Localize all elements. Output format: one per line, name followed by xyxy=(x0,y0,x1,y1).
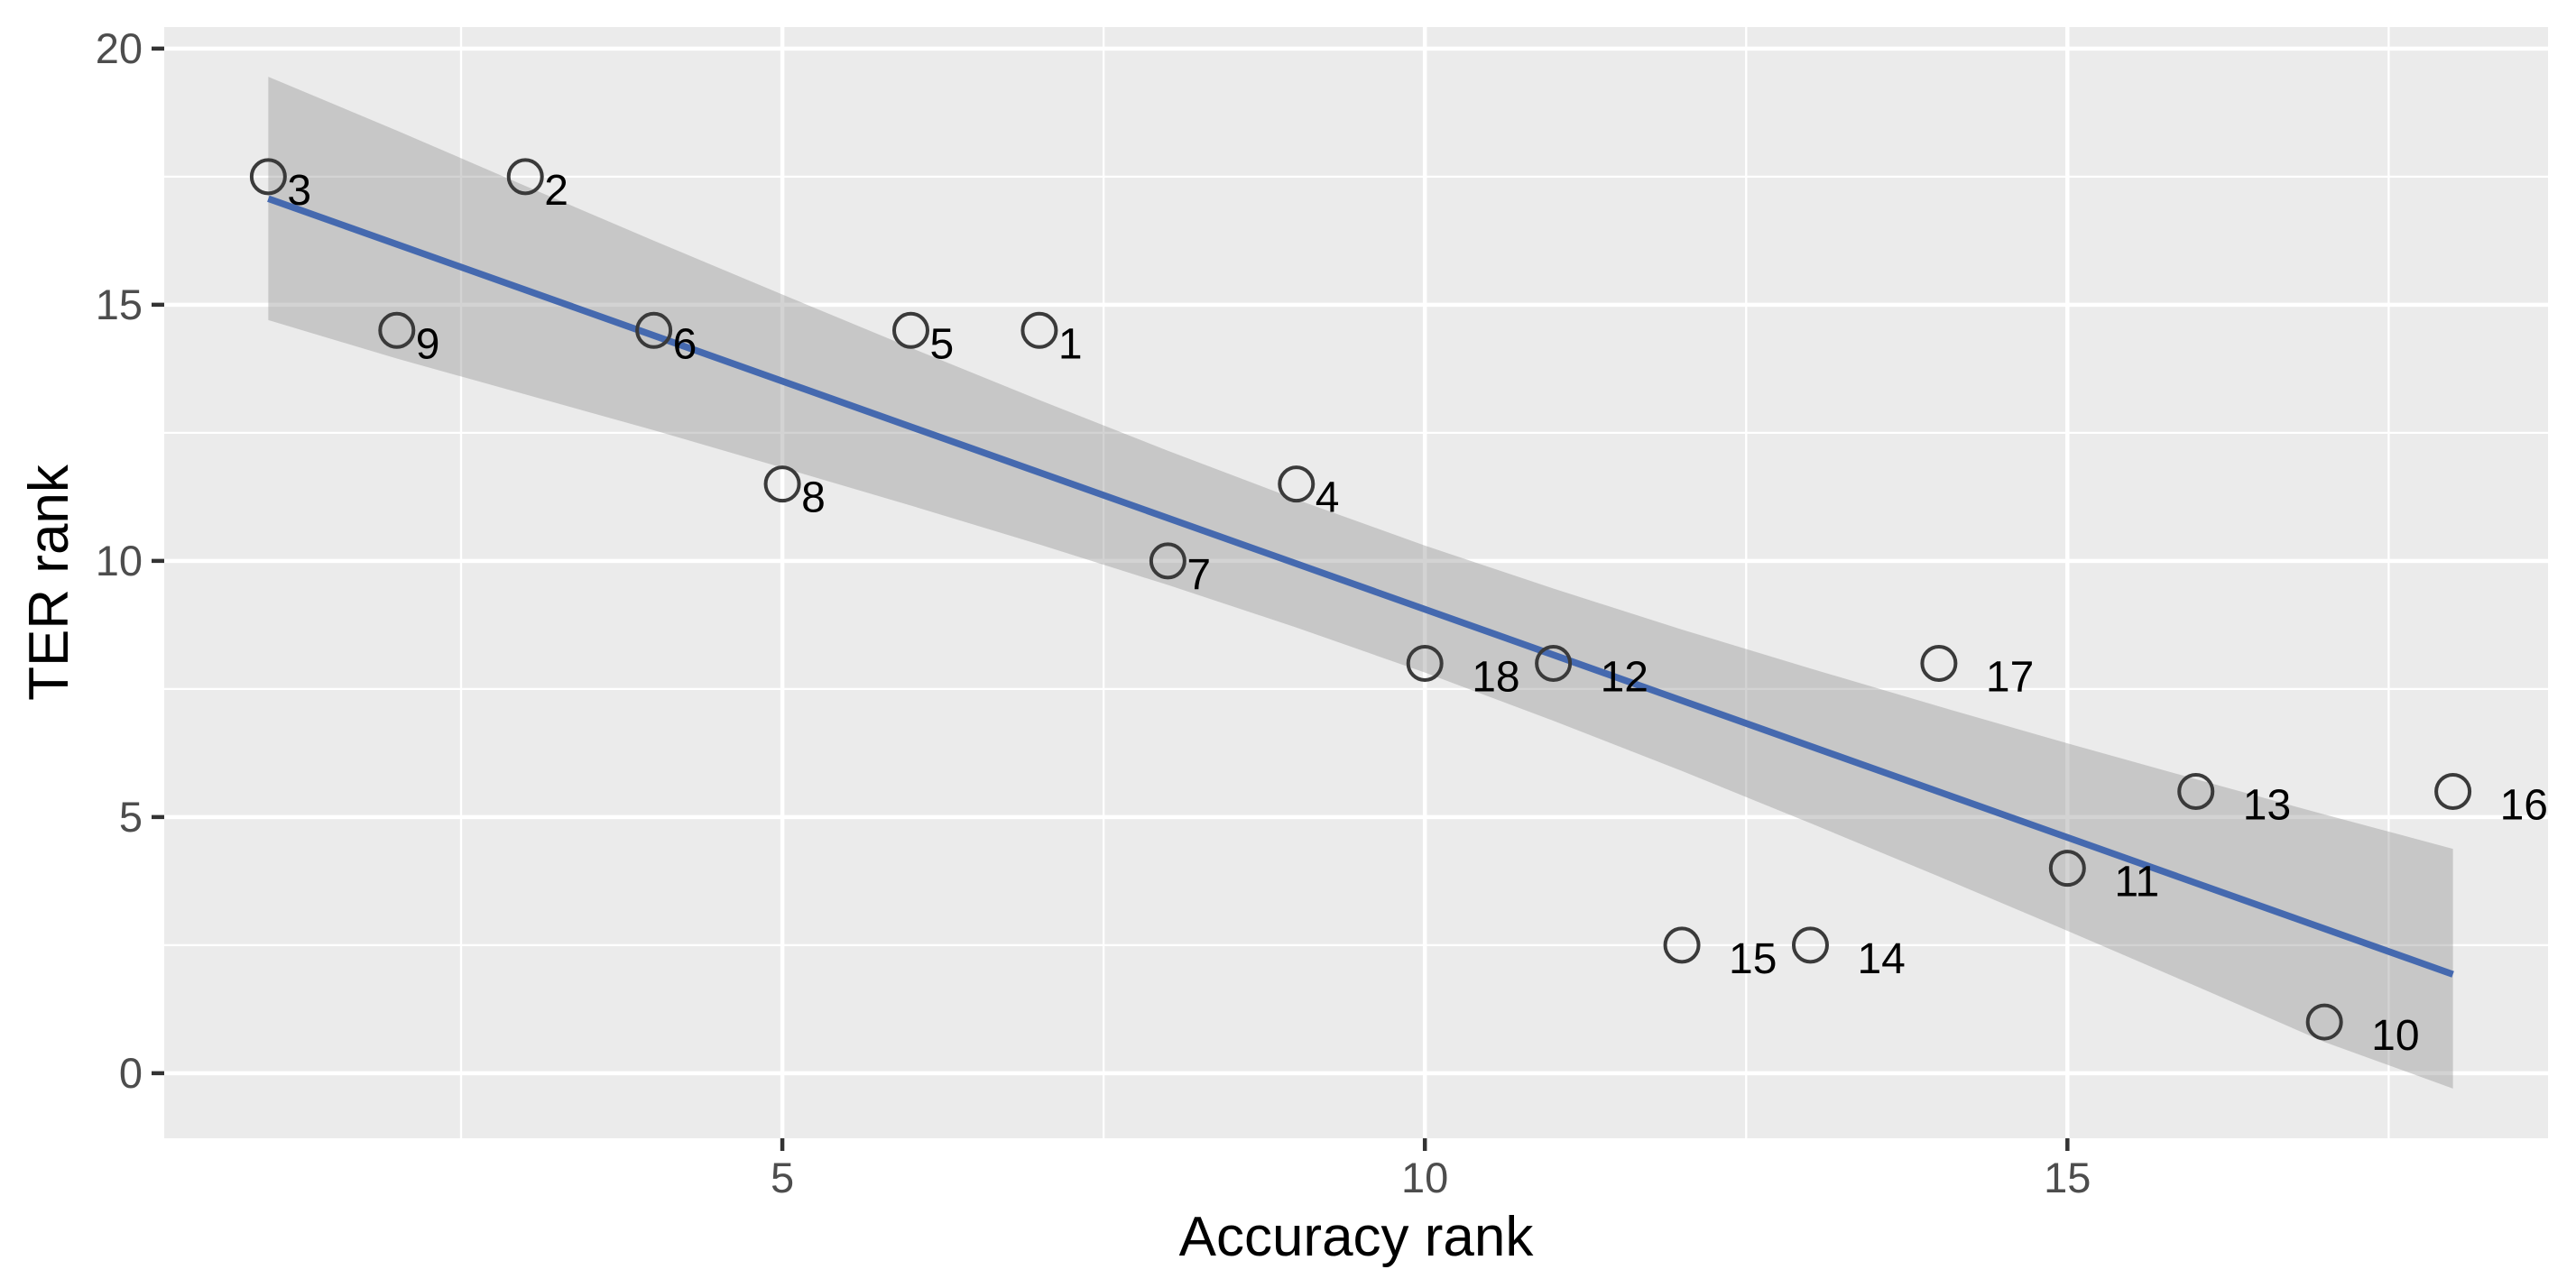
x-axis-title: Accuracy rank xyxy=(1179,1206,1535,1268)
data-point-3 xyxy=(249,158,287,196)
data-point-5 xyxy=(891,311,929,349)
point-label-9: 9 xyxy=(416,320,440,368)
regression-line-segment xyxy=(267,195,2454,978)
gridlines-major xyxy=(164,27,2548,1138)
point-label-1: 1 xyxy=(1058,320,1083,368)
y-tick-label-10: 10 xyxy=(96,537,143,584)
y-tick-label-20: 20 xyxy=(96,24,143,72)
point-label-7: 7 xyxy=(1186,551,1211,599)
regression-line xyxy=(267,195,2454,978)
x-axis-tick-marks xyxy=(780,1138,2070,1151)
data-point-1 xyxy=(1020,311,1058,349)
y-axis-tick-labels: 0 5 10 15 20 xyxy=(96,24,143,1097)
point-label-2: 2 xyxy=(544,167,568,215)
data-point-6 xyxy=(635,311,673,349)
data-points xyxy=(249,158,2472,1041)
data-point-10 xyxy=(2305,1003,2343,1041)
data-point-16 xyxy=(2434,772,2472,810)
x-tick-label-10: 10 xyxy=(1401,1154,1448,1201)
gridlines-minor xyxy=(164,27,2548,1138)
data-point-9 xyxy=(378,311,416,349)
y-axis-title: TER rank xyxy=(18,464,80,701)
point-label-18: 18 xyxy=(1472,653,1519,701)
point-label-15: 15 xyxy=(1729,935,1777,983)
data-point-2 xyxy=(506,158,544,196)
y-tick-label-5: 5 xyxy=(119,793,143,841)
confidence-band xyxy=(268,77,2453,1089)
point-label-3: 3 xyxy=(287,167,311,215)
data-point-18 xyxy=(1406,644,1444,682)
data-point-4 xyxy=(1278,465,1316,503)
point-label-8: 8 xyxy=(801,474,826,522)
y-tick-label-0: 0 xyxy=(119,1049,143,1097)
data-point-13 xyxy=(2177,772,2215,810)
data-point-15 xyxy=(1663,926,1701,964)
x-tick-label-5: 5 xyxy=(771,1154,794,1201)
x-tick-label-15: 15 xyxy=(2044,1154,2091,1201)
point-label-13: 13 xyxy=(2243,781,2291,829)
y-tick-label-15: 15 xyxy=(96,281,143,328)
data-point-7 xyxy=(1149,542,1186,580)
point-label-4: 4 xyxy=(1316,474,1340,522)
confidence-band-ribbon xyxy=(268,77,2453,1089)
y-axis-tick-marks xyxy=(152,46,164,1076)
data-point-11 xyxy=(2048,850,2086,888)
point-label-17: 17 xyxy=(1986,653,2034,701)
data-point-8 xyxy=(763,465,801,503)
point-label-10: 10 xyxy=(2371,1012,2419,1060)
point-label-12: 12 xyxy=(1601,653,1648,701)
data-point-12 xyxy=(1535,644,1573,682)
point-label-11: 11 xyxy=(2114,859,2159,906)
point-label-14: 14 xyxy=(1857,935,1905,983)
point-label-5: 5 xyxy=(929,320,954,368)
point-label-6: 6 xyxy=(673,320,697,368)
x-axis-tick-labels: 5 10 15 xyxy=(771,1154,2091,1201)
data-point-14 xyxy=(1791,926,1829,964)
data-point-17 xyxy=(1920,644,1958,682)
point-label-16: 16 xyxy=(2500,781,2548,829)
